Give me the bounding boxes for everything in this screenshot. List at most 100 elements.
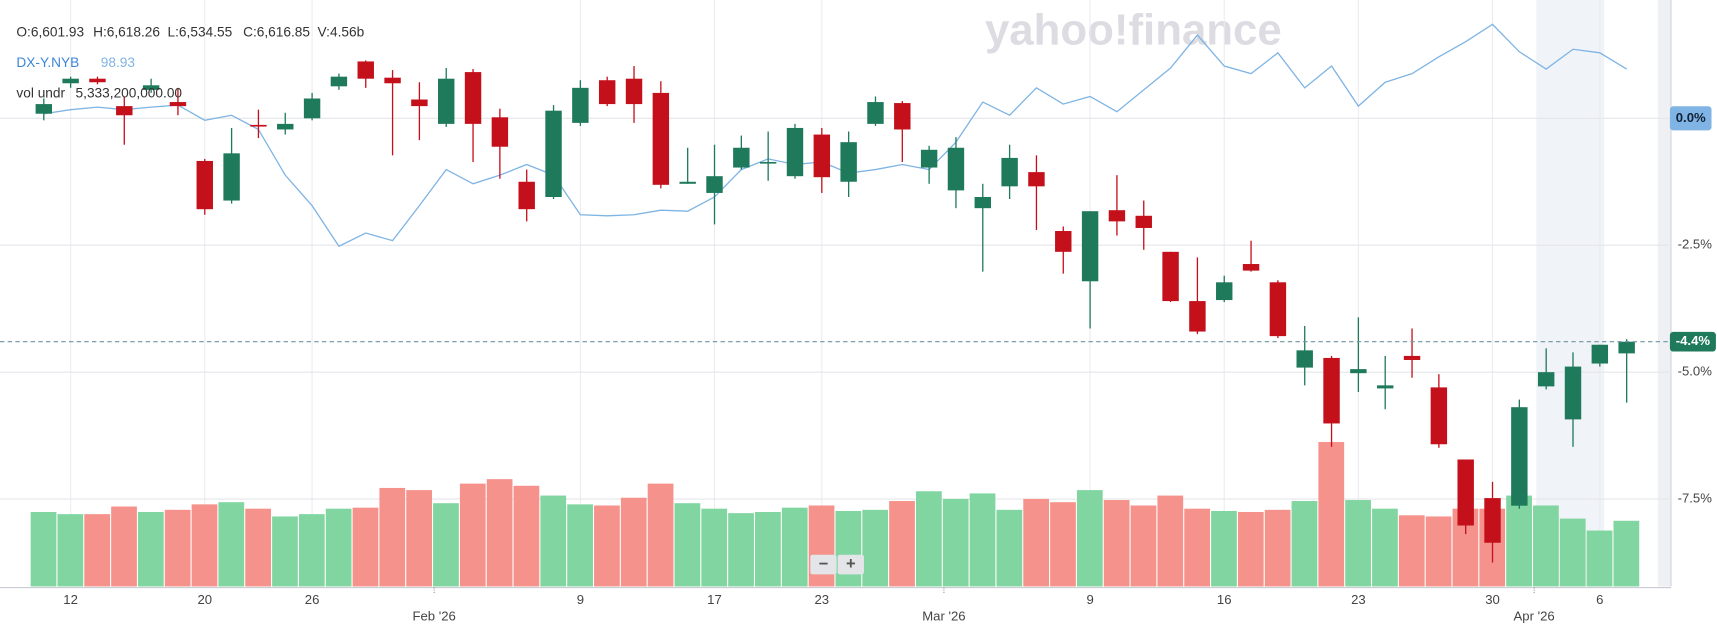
candle-body (142, 85, 160, 90)
candle-body (706, 176, 723, 193)
candle-body (786, 127, 804, 177)
x-tick-label: 20 (197, 592, 212, 607)
compare-price: 98.93 (101, 55, 135, 70)
candle-body (1484, 498, 1501, 543)
candle-body (1216, 282, 1233, 301)
volume-bar (1050, 502, 1076, 587)
ohlc-volume: V:4.56b (318, 24, 365, 39)
compare-name[interactable]: DX-Y.NYB (16, 55, 79, 70)
compare-badge-label: 0.0% (1676, 110, 1706, 125)
volume-bar (728, 513, 754, 587)
volume-bar (1023, 498, 1050, 587)
volume-bar (862, 509, 889, 587)
candle-body (491, 117, 509, 147)
candle-body (169, 102, 187, 107)
volume-bar (647, 483, 674, 587)
watermark: yahoo!finance (985, 5, 1282, 54)
volume-bar (1506, 495, 1532, 587)
volume-bar (84, 514, 111, 587)
candle-body (1269, 282, 1287, 337)
volume-bar (459, 483, 486, 587)
candle-body (1350, 369, 1367, 374)
zoom-out-label: − (819, 555, 829, 573)
volume-bar (1291, 501, 1318, 587)
x-tick-label: 9 (577, 592, 584, 607)
volume-bar (969, 493, 996, 587)
candle-body (759, 161, 777, 164)
volume-bar (1264, 509, 1291, 587)
candle-body (1323, 357, 1340, 424)
y-tick-label: -7.5% (1678, 491, 1713, 506)
candle-body (947, 147, 965, 191)
candle-body (1564, 366, 1582, 420)
volume-bar (1237, 511, 1264, 587)
volume-name[interactable]: vol undr (16, 86, 65, 101)
candle-body (545, 110, 562, 197)
compare-line (43, 23, 1628, 248)
volume-bar (1345, 500, 1371, 587)
candle-body (1457, 459, 1474, 526)
right-margin (1657, 0, 1672, 587)
x-tick-label: 9 (1086, 592, 1093, 607)
volume-bar (164, 509, 191, 587)
x-tick-label: 26 (305, 592, 320, 607)
candle-body (1537, 372, 1555, 387)
volume-bar (1157, 495, 1184, 587)
last-value-badge (1669, 331, 1716, 352)
y-tick-label: -2.5% (1678, 237, 1713, 252)
candle-body (1055, 231, 1072, 252)
candle-body (840, 142, 857, 182)
compare-badge (1669, 106, 1712, 131)
candle-body (223, 153, 240, 201)
volume-bar (1559, 518, 1586, 587)
candle-body (1511, 407, 1528, 506)
candle-body (598, 80, 616, 105)
volume-bar (352, 507, 379, 587)
candle-body (196, 160, 213, 210)
x-tick-label: 16 (1217, 592, 1232, 607)
volume-bar (1318, 442, 1345, 587)
volume-bar (620, 497, 647, 587)
candle-body (116, 106, 133, 116)
volume-value: 5,333,200,000.00 (76, 86, 183, 101)
x-tick-label: 23 (1351, 592, 1366, 607)
volume-bar (1130, 505, 1157, 587)
candle-body (1376, 385, 1394, 389)
volume-bar (325, 508, 352, 587)
x-month-label: Mar '26 (922, 609, 965, 624)
last-value-label: -4.4% (1676, 333, 1711, 348)
candle-body (974, 196, 991, 209)
ohlc-close: C:6,616.85 (243, 24, 310, 39)
volume-bar (1425, 516, 1452, 587)
volume-bar (57, 514, 84, 587)
volume-bar (30, 511, 57, 587)
candle-body (572, 87, 589, 123)
candle-body (464, 72, 482, 124)
candle-body (1430, 387, 1448, 445)
candle-body (1081, 211, 1099, 282)
zoom-in-button[interactable] (837, 554, 864, 575)
volume-bar (1076, 490, 1103, 587)
candle-body (303, 98, 321, 119)
volume-bar (513, 485, 540, 587)
volume-bar (245, 508, 272, 587)
volume-bar (111, 506, 137, 587)
candle-body (1618, 341, 1635, 354)
volume-bar (594, 505, 620, 587)
volume-bar (191, 504, 218, 587)
ohlc-low: L:6,534.55 (168, 24, 233, 39)
x-month-label: Feb '26 (412, 609, 455, 624)
candle-body (1162, 251, 1179, 302)
candle-body (625, 78, 643, 105)
zoom-out-button[interactable] (810, 554, 837, 575)
candle-body (1189, 301, 1206, 332)
candle-body (1403, 355, 1421, 360)
x-month-label: Apr '26 (1514, 609, 1555, 624)
volume-bar (942, 498, 969, 587)
candle-body (250, 124, 267, 127)
volume-bar (272, 516, 298, 587)
y-tick-label: -5.0% (1678, 364, 1713, 379)
candle-body (357, 61, 374, 79)
candle-body (1296, 350, 1313, 368)
